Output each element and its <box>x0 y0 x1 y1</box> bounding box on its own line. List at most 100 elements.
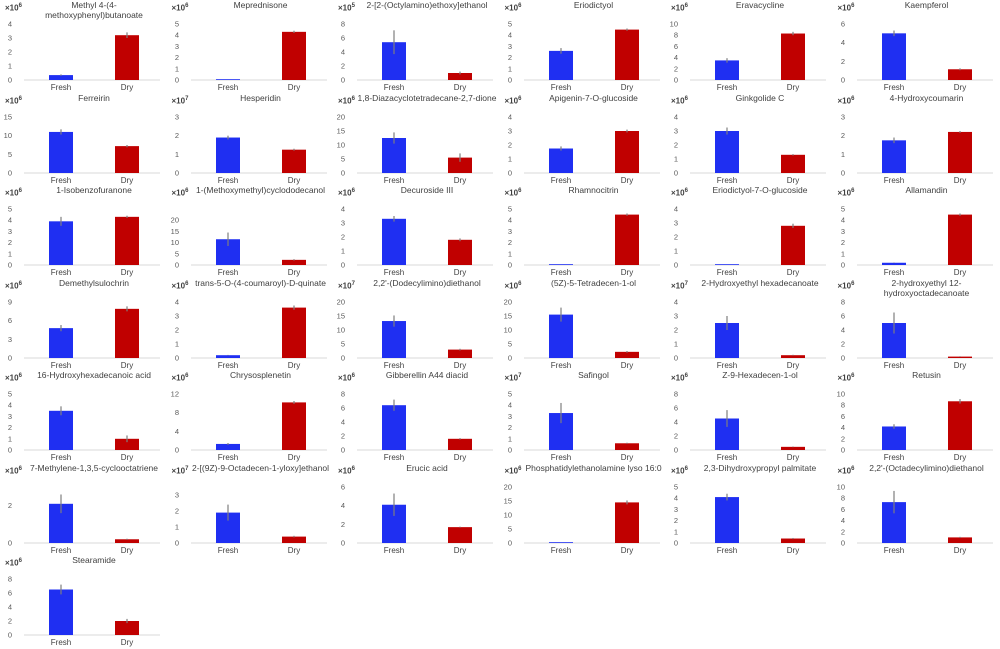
axis-multiplier: ×106 <box>838 96 855 106</box>
bar-dry <box>781 33 805 80</box>
y-tick-label: 10 <box>670 20 678 29</box>
chart-panel: Hesperidin ×107 0 1 2 3 Fresh Dry <box>167 93 333 185</box>
axis-multiplier: ×106 <box>5 3 22 13</box>
y-tick-label: 8 <box>840 297 844 306</box>
y-tick-label: 1 <box>174 149 178 158</box>
axis-multiplier: ×106 <box>505 96 522 106</box>
multiplier-base: ×10 <box>504 96 519 106</box>
y-tick-label: 4 <box>507 31 511 40</box>
bar-chart: 0 2 4 6 8 10 Fresh Dry <box>836 482 993 555</box>
y-tick-label: 3 <box>174 490 178 499</box>
multiplier-base: ×10 <box>5 3 19 13</box>
bar-chart: 0 1 2 3 4 Fresh Dry <box>174 297 327 370</box>
chart-panel: Stearamide ×106 0 2 4 6 8 Fresh Dry <box>0 555 166 647</box>
y-tick-label: 5 <box>341 154 345 163</box>
bar-chart: 0 2 4 6 Fresh Dry <box>840 20 993 92</box>
bar-chart: 0 3 6 9 Fresh Dry <box>8 297 160 370</box>
bar-chart: 0 1 2 3 4 5 Fresh Dry <box>8 390 160 462</box>
y-tick-label: 1 <box>507 434 511 443</box>
chart-panel: 1-Isobenzofuranone ×106 0 1 2 3 4 5 Fresh Dry <box>0 185 166 277</box>
y-tick-label: 4 <box>174 427 178 436</box>
x-tick-label: Dry <box>953 453 965 462</box>
axis-multiplier: ×106 <box>505 3 522 13</box>
x-tick-label: Fresh <box>550 361 570 370</box>
multiplier-exponent: 6 <box>518 280 522 287</box>
bar-chart: 0 5 10 15 20 Fresh Dry <box>337 112 493 185</box>
y-tick-label: 1 <box>341 247 345 256</box>
y-tick-label: 0 <box>674 353 678 362</box>
y-tick-label: 15 <box>503 311 511 320</box>
bar-chart: 0 2 4 6 8 Fresh Dry <box>674 390 826 462</box>
multiplier-exponent: 6 <box>851 373 855 379</box>
bar-chart: 0 1 2 3 4 Fresh Dry <box>341 205 493 277</box>
axis-multiplier: ×106 <box>505 466 522 476</box>
y-tick-label: 8 <box>674 390 678 399</box>
y-tick-label: 4 <box>8 603 12 612</box>
y-tick-label: 4 <box>674 205 678 214</box>
bar-fresh <box>49 131 73 173</box>
axis-multiplier: ×106 <box>338 466 355 476</box>
bar-dry <box>448 157 472 173</box>
y-tick-label: 3 <box>174 42 178 51</box>
y-tick-label: 0 <box>341 168 345 177</box>
bar-chart: 0 2 Fresh Dry <box>8 493 160 555</box>
multiplier-exponent: 6 <box>851 188 855 194</box>
multiplier-base: ×10 <box>5 188 19 198</box>
chart-panel: Z-9-Hexadecen-1-ol ×106 0 2 4 6 8 Fresh Dry <box>666 370 832 462</box>
x-tick-label: Dry <box>787 453 799 462</box>
y-tick-label: 6 <box>341 482 345 491</box>
chart-title: Rhamnocitrin <box>568 185 619 195</box>
x-tick-label: Fresh <box>384 176 404 185</box>
x-tick-label: Fresh <box>883 453 903 462</box>
y-tick-label: 4 <box>674 112 678 121</box>
y-tick-label: 0 <box>674 538 678 547</box>
multiplier-exponent: 6 <box>18 558 22 564</box>
y-tick-label: 3 <box>174 311 178 320</box>
x-tick-label: Dry <box>287 176 299 185</box>
bar-fresh <box>715 130 739 173</box>
bar-fresh <box>215 354 240 358</box>
bar-chart: 0 4 8 12 Fresh Dry <box>170 390 327 462</box>
y-tick-label: 15 <box>503 496 511 505</box>
y-tick-label: 1 <box>174 64 178 73</box>
y-tick-label: 3 <box>8 34 12 43</box>
multiplier-base: ×10 <box>671 3 685 13</box>
x-tick-label: Dry <box>287 83 299 92</box>
chart-title: Hesperidin <box>240 92 281 103</box>
x-tick-label: Fresh <box>217 361 237 370</box>
axis-multiplier: ×106 <box>5 373 22 383</box>
chart-title: Stearamide <box>72 555 116 565</box>
bar-fresh <box>715 264 739 265</box>
y-tick-label: 4 <box>341 48 345 57</box>
multiplier-exponent: 6 <box>18 373 22 379</box>
multiplier-base: ×10 <box>504 3 519 13</box>
y-tick-label: 15 <box>4 112 12 121</box>
chart-title: 1-(Methoxymethyl)cyclododecanol <box>196 185 325 195</box>
bar-dry <box>781 538 805 543</box>
multiplier-exponent: 6 <box>518 3 522 9</box>
y-tick-label: 6 <box>341 34 345 43</box>
bar-chart: 0 1 2 3 4 Fresh Dry <box>507 112 660 185</box>
x-tick-label: Dry <box>454 176 466 185</box>
chart-panel: (5Z)-5-Tetradecen-1-ol ×106 0 5 10 15 20 Fresh D… <box>500 278 666 370</box>
y-tick-label: 6 <box>8 589 12 598</box>
y-tick-label: 4 <box>674 297 678 306</box>
bar-dry <box>115 538 139 543</box>
chart-panel: 2-[2-(Octylamino)ethoxy]ethanol ×105 0 2 4 6 8… <box>333 0 499 92</box>
axis-multiplier: ×106 <box>671 466 688 476</box>
bar-chart: 0 1 2 3 4 5 Fresh Dry <box>174 20 327 92</box>
multiplier-exponent: 6 <box>684 95 688 102</box>
y-tick-label: 0 <box>840 446 844 455</box>
y-tick-label: 6 <box>674 42 678 51</box>
bar-fresh <box>49 327 73 358</box>
chart-title: 2-[2-(Octylamino)ethoxy]ethanol <box>366 0 488 10</box>
bar-fresh <box>548 541 573 543</box>
y-tick-label: 4 <box>840 216 844 225</box>
y-tick-label: 8 <box>8 575 12 584</box>
x-tick-label: Fresh <box>51 83 71 92</box>
bar-dry <box>614 501 639 543</box>
bar-chart: 0 1 2 3 4 5 Fresh Dry <box>674 482 826 555</box>
bar-dry <box>448 239 472 265</box>
bar-dry <box>281 536 306 543</box>
chart-title: Meprednisone <box>233 0 288 10</box>
